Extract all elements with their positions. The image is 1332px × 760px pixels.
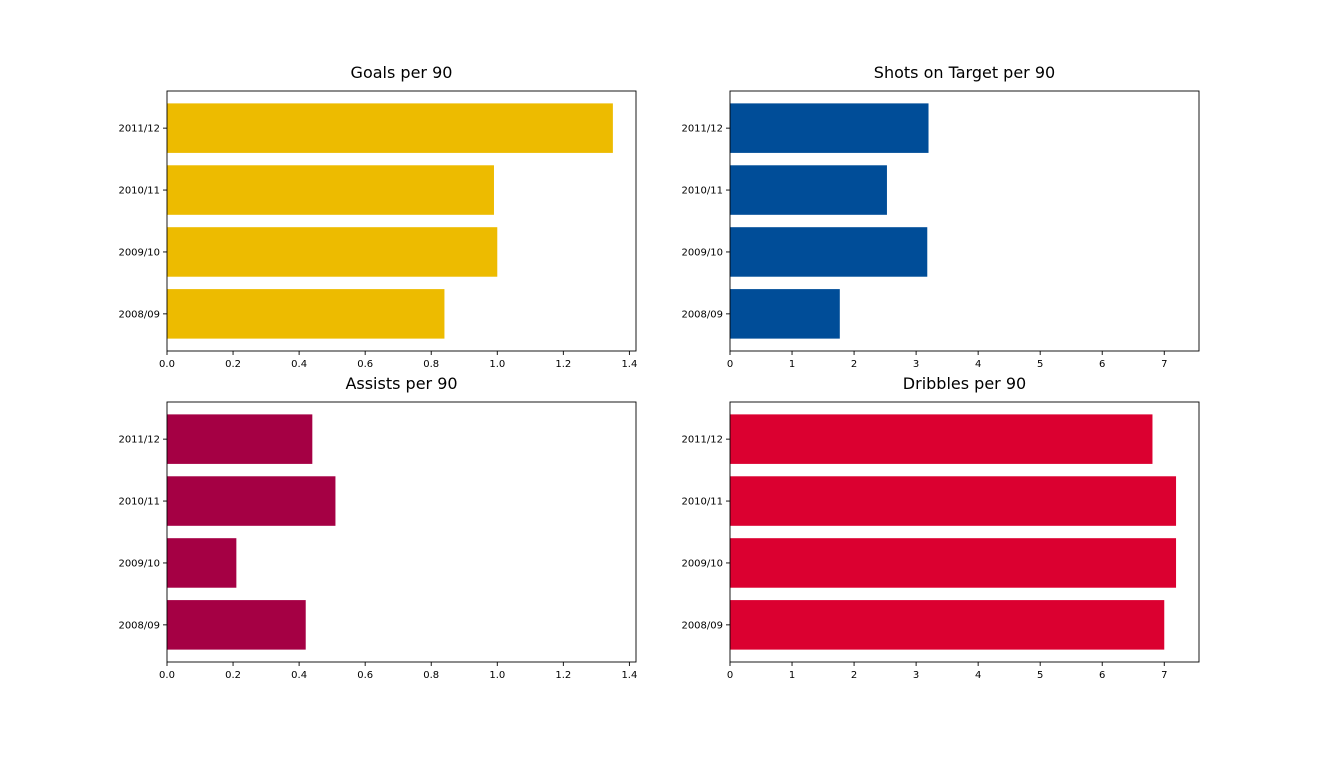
axes-frame [166,401,637,663]
x-tick-label: 7 [1161,359,1167,370]
x-tick-label: 1.0 [489,670,505,681]
bar-2010-11 [730,476,1177,526]
x-tick-label: 0.6 [357,359,373,370]
x-tick-label: 1.2 [555,359,571,370]
x-tick-label: 5 [1037,670,1043,681]
x-tick-label: 0.0 [159,359,175,370]
bar-2011-12 [167,103,613,153]
x-tick-label: 1.2 [555,670,571,681]
x-tick-label: 7 [1161,670,1167,681]
bar-2011-12 [167,414,313,464]
x-tick-label: 3 [913,359,919,370]
bar-2010-11 [167,165,494,215]
y-tick-label: 2010/11 [118,497,160,508]
chart-title: Goals per 90 [351,63,453,82]
y-tick-label: 2009/10 [681,558,723,569]
x-tick-label: 0.0 [159,670,175,681]
x-tick-label: 0 [727,359,733,370]
y-tick-label: 2010/11 [681,186,723,197]
x-tick-label: 0.4 [291,670,307,681]
x-tick-label: 6 [1099,670,1105,681]
x-tick-label: 0.2 [225,359,241,370]
x-tick-label: 0.2 [225,670,241,681]
x-tick-label: 0.6 [357,670,373,681]
x-tick-label: 1.0 [489,359,505,370]
x-tick-label: 4 [975,670,981,681]
x-tick-label: 0.4 [291,359,307,370]
y-tick-label: 2011/12 [681,124,723,135]
axes-frame [729,401,1200,663]
axes-frame [729,90,1200,352]
chart-title: Dribbles per 90 [903,374,1026,393]
y-tick-label: 2008/09 [681,620,723,631]
y-tick-label: 2009/10 [118,247,160,258]
x-tick-label: 0.8 [423,359,439,370]
bar-2011-12 [730,103,929,153]
bar-2009-10 [167,538,237,588]
x-tick-label: 0.8 [423,670,439,681]
x-tick-label: 1 [789,359,795,370]
y-tick-label: 2008/09 [681,309,723,320]
y-tick-label: 2008/09 [118,309,160,320]
y-tick-label: 2010/11 [681,497,723,508]
y-tick-label: 2009/10 [118,558,160,569]
y-tick-label: 2008/09 [118,620,160,631]
y-tick-label: 2010/11 [118,186,160,197]
x-tick-label: 4 [975,359,981,370]
bar-2009-10 [730,227,928,277]
x-tick-label: 3 [913,670,919,681]
x-tick-label: 1.4 [621,359,637,370]
x-tick-label: 0 [727,670,733,681]
bar-2009-10 [730,538,1177,588]
chart-panel-dribbles-per-90: 2008/09 2009/10 2010/11 2011/12 0 1 2 3 4 5 6 7 Drib… [681,374,1200,681]
y-tick-label: 2011/12 [118,124,160,135]
bar-2011-12 [730,414,1153,464]
x-tick-label: 2 [851,670,857,681]
bar-2009-10 [167,227,498,277]
bar-2008-09 [730,289,840,339]
bar-2008-09 [167,289,445,339]
axes-frame [166,90,637,352]
chart-title: Shots on Target per 90 [874,63,1055,82]
x-tick-label: 5 [1037,359,1043,370]
bar-2008-09 [730,600,1165,650]
x-tick-label: 6 [1099,359,1105,370]
y-tick-label: 2011/12 [681,435,723,446]
y-tick-label: 2009/10 [681,247,723,258]
chart-title: Assists per 90 [345,374,457,393]
x-tick-label: 1 [789,670,795,681]
chart-panel-goals-per-90: 2008/09 2009/10 2010/11 2011/12 0.0 0.2 0.4 0.6… [118,63,637,370]
bar-2010-11 [730,165,887,215]
bar-2008-09 [167,600,306,650]
chart-panel-shots-on-target-per-90: 2008/09 2009/10 2010/11 2011/12 0 1 2 3 4 5 6 7 Shot… [681,63,1200,370]
y-tick-label: 2011/12 [118,435,160,446]
x-tick-label: 2 [851,359,857,370]
bar-2010-11 [167,476,336,526]
chart-panel-assists-per-90: 2008/09 2009/10 2010/11 2011/12 0.0 0.2 0.4 0.6… [118,374,637,681]
x-tick-label: 1.4 [621,670,637,681]
